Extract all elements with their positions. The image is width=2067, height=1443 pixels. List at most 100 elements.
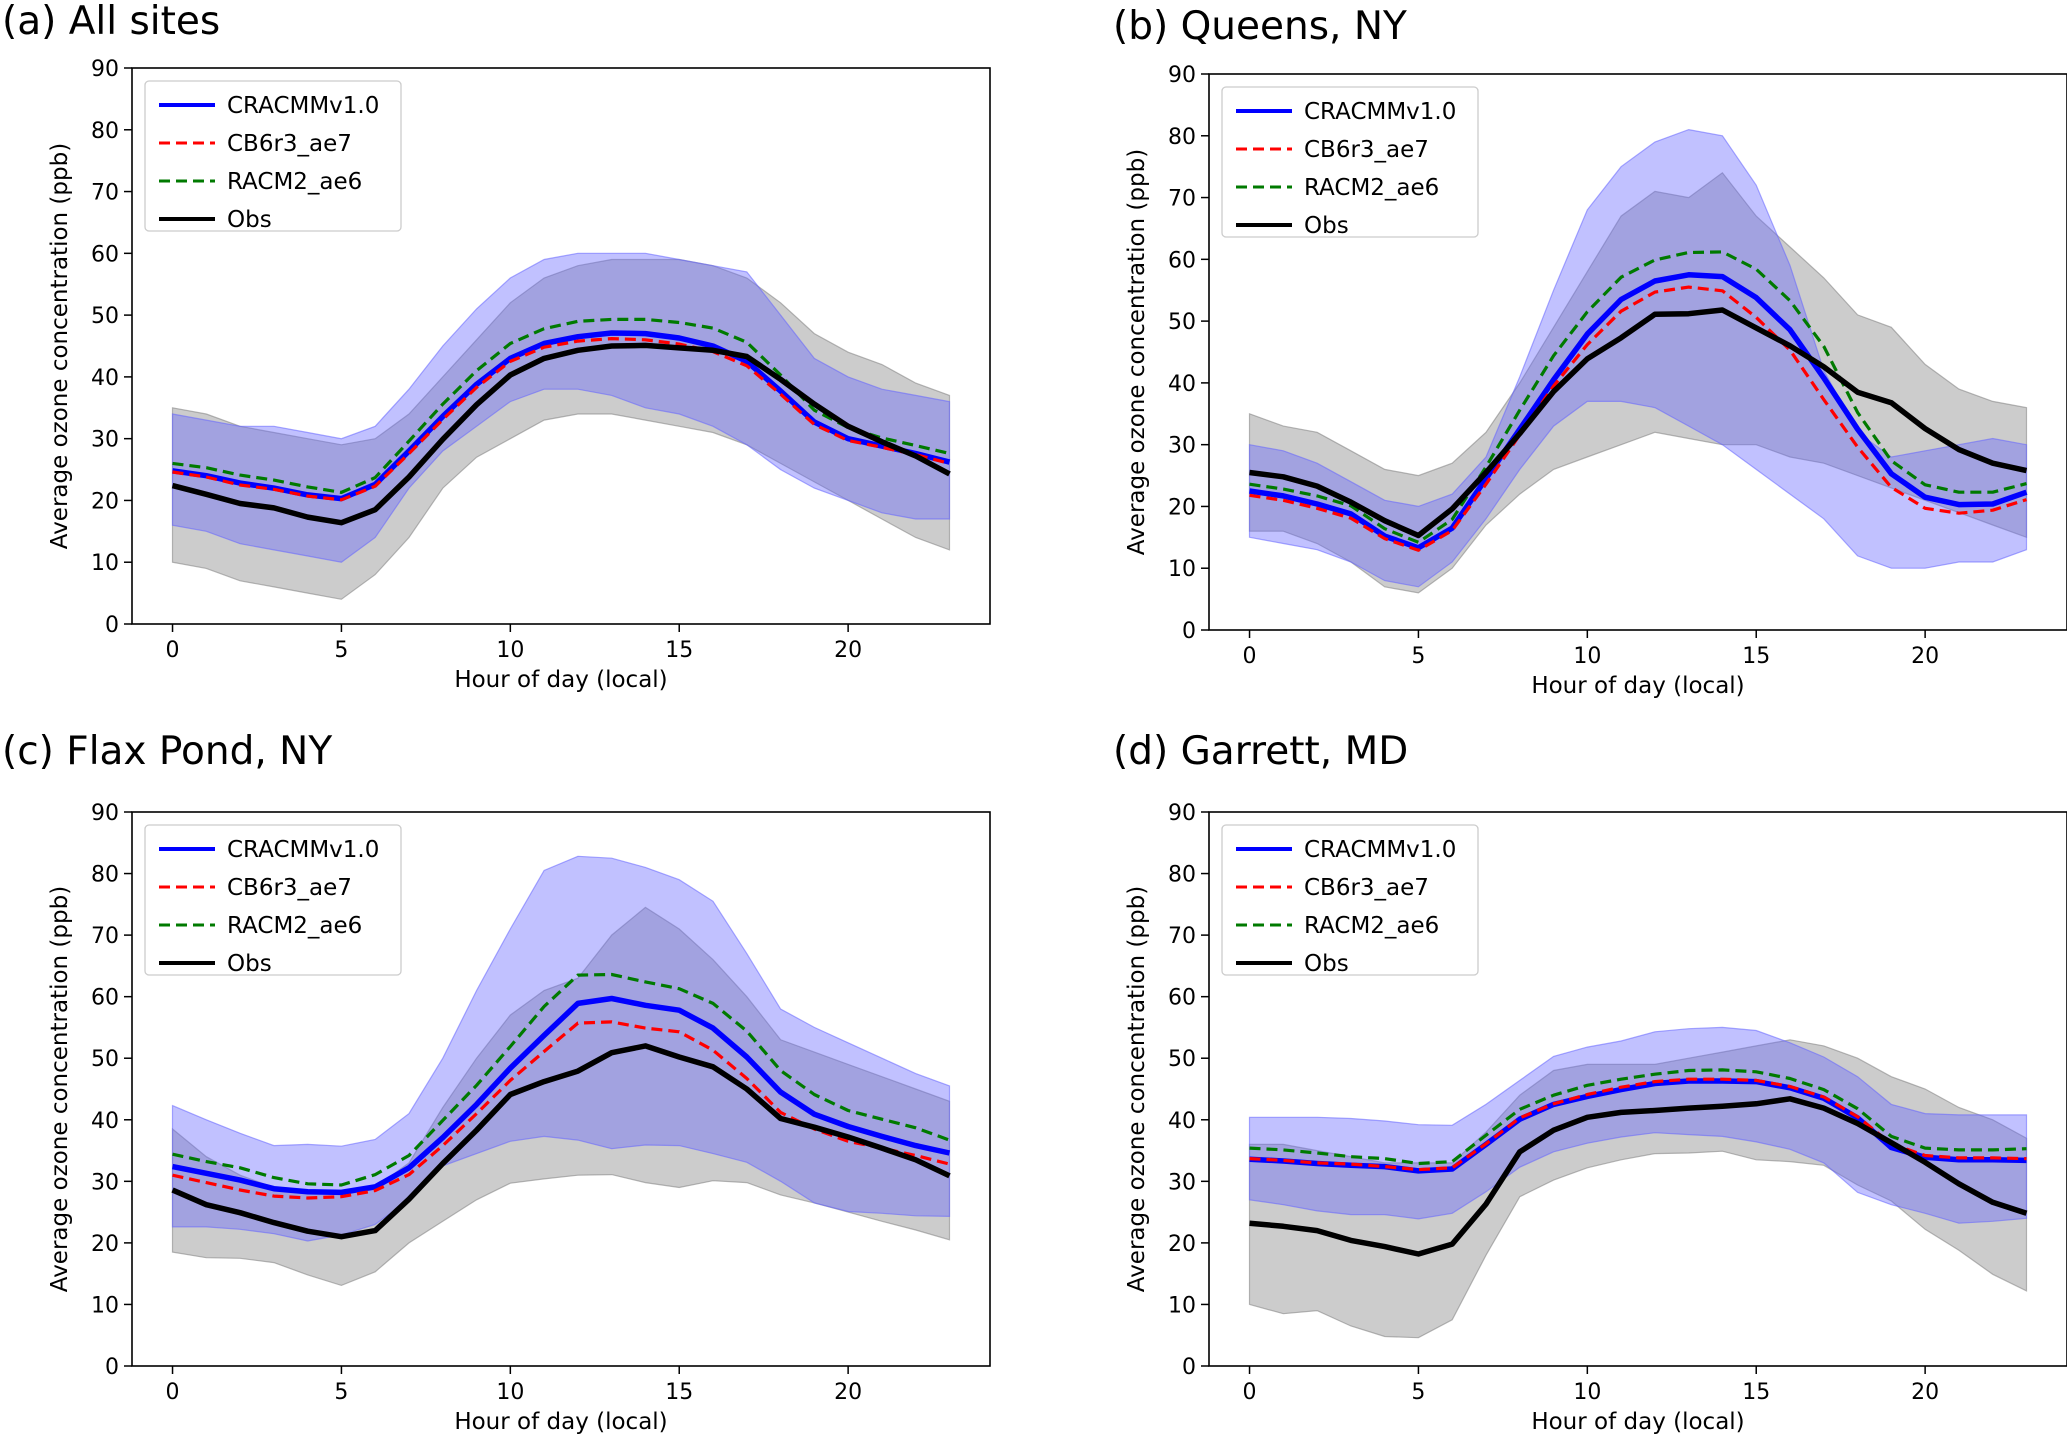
y-axis-label: Average ozone concentration (ppb) xyxy=(47,886,73,1292)
x-axis-label: Hour of day (local) xyxy=(454,667,667,693)
chart-title: (a) All sites xyxy=(2,0,220,44)
panel-1: (b) Queens, NY 0 10 20 30 40 50 60 70 80 90 0 5 10 15 2… xyxy=(1113,4,2067,699)
series-line xyxy=(171,342,951,526)
x-tick-label: 0 xyxy=(1243,644,1257,669)
x-tick-label: 0 xyxy=(166,638,180,663)
x-tick-label: 5 xyxy=(334,1380,348,1405)
y-axis-label: Average ozone concentration (ppb) xyxy=(1124,149,1150,555)
legend-label: CRACMMv1.0 xyxy=(1304,837,1456,863)
series-line xyxy=(1249,307,2028,539)
legend-label: RACM2_ae6 xyxy=(1304,175,1439,201)
plot-area xyxy=(1248,128,2028,594)
plot-area xyxy=(171,252,951,600)
range-band xyxy=(1248,128,2028,588)
series-line xyxy=(172,337,950,502)
legend-box xyxy=(144,824,402,976)
y-tick-label: 10 xyxy=(91,1293,119,1318)
y-tick-label: 70 xyxy=(1168,924,1196,949)
y-tick-label: 0 xyxy=(1182,1355,1196,1380)
chart-title: (d) Garrett, MD xyxy=(1113,729,1408,774)
y-tick-label: 80 xyxy=(1168,125,1196,150)
legend-label: RACM2_ae6 xyxy=(1304,913,1439,939)
y-tick-label: 50 xyxy=(1168,1047,1196,1072)
x-tick-label: 20 xyxy=(1911,1380,1939,1405)
legend-label: CB6r3_ae7 xyxy=(227,875,352,901)
panel-2: (c) Flax Pond, NY 0 10 20 30 40 50 60 70 80 90 0 5 10… xyxy=(2,729,991,1435)
legend-label: RACM2_ae6 xyxy=(227,913,362,939)
x-tick-label: 15 xyxy=(1742,644,1770,669)
legend-label: CB6r3_ae7 xyxy=(227,131,352,157)
axes-frame xyxy=(131,811,991,1367)
y-tick-label: 0 xyxy=(105,1355,119,1380)
legend-label: CRACMMv1.0 xyxy=(227,93,379,119)
x-tick-label: 15 xyxy=(665,638,693,663)
series-line xyxy=(1249,1068,2027,1166)
x-tick-label: 10 xyxy=(1573,644,1601,669)
plot-area xyxy=(171,855,951,1287)
axes-frame xyxy=(1208,811,2067,1367)
x-tick-label: 5 xyxy=(334,638,348,663)
x-tick-label: 10 xyxy=(1573,1380,1601,1405)
x-tick-label: 20 xyxy=(834,638,862,663)
range-band xyxy=(1248,1026,2028,1224)
y-tick-label: 50 xyxy=(1168,310,1196,335)
y-tick-label: 80 xyxy=(1168,863,1196,888)
y-tick-label: 50 xyxy=(91,1047,119,1072)
legend-label: Obs xyxy=(227,951,272,977)
x-axis-label: Hour of day (local) xyxy=(1531,1409,1744,1435)
y-tick-label: 70 xyxy=(1168,187,1196,212)
x-axis-label: Hour of day (local) xyxy=(454,1409,667,1435)
y-tick-label: 40 xyxy=(91,1109,119,1134)
series-line xyxy=(172,1020,950,1200)
y-tick-label: 10 xyxy=(1168,557,1196,582)
legend-box xyxy=(144,80,402,232)
y-tick-label: 60 xyxy=(1168,248,1196,273)
y-tick-label: 20 xyxy=(1168,1232,1196,1257)
series-line xyxy=(1249,250,2027,544)
series-line xyxy=(172,330,951,502)
x-tick-label: 0 xyxy=(166,1380,180,1405)
legend-label: CRACMMv1.0 xyxy=(227,837,379,863)
series-line xyxy=(1249,1096,2028,1257)
legend: CRACMMv1.0 CB6r3_ae7 RACM2_ae6 Obs xyxy=(1221,86,1479,239)
y-tick-label: 80 xyxy=(91,863,119,888)
series-line xyxy=(171,995,951,1196)
legend-box xyxy=(1221,824,1479,976)
y-tick-label: 70 xyxy=(91,924,119,949)
x-tick-label: 0 xyxy=(1243,1380,1257,1405)
x-tick-label: 15 xyxy=(1742,1380,1770,1405)
y-tick-label: 30 xyxy=(1168,434,1196,459)
chart-title: (c) Flax Pond, NY xyxy=(2,729,332,774)
x-tick-label: 10 xyxy=(496,1380,524,1405)
x-tick-label: 5 xyxy=(1411,1380,1425,1405)
y-tick-label: 40 xyxy=(1168,372,1196,397)
panel-0: (a) All sites 0 10 20 30 40 50 60 70 80 90 0 5 10 15 20… xyxy=(2,0,991,693)
x-tick-label: 15 xyxy=(665,1380,693,1405)
legend: CRACMMv1.0 CB6r3_ae7 RACM2_ae6 Obs xyxy=(1221,824,1479,977)
y-axis-label: Average ozone concentration (ppb) xyxy=(47,143,73,549)
y-tick-label: 50 xyxy=(91,304,119,329)
legend-label: CB6r3_ae7 xyxy=(1304,137,1429,163)
x-tick-label: 10 xyxy=(496,638,524,663)
y-tick-label: 40 xyxy=(1168,1109,1196,1134)
legend-box xyxy=(1221,86,1479,238)
y-tick-label: 30 xyxy=(91,428,119,453)
y-tick-label: 10 xyxy=(1168,1293,1196,1318)
y-tick-label: 0 xyxy=(105,613,119,638)
legend-label: Obs xyxy=(1304,951,1349,977)
legend: CRACMMv1.0 CB6r3_ae7 RACM2_ae6 Obs xyxy=(144,824,402,977)
y-tick-label: 80 xyxy=(91,119,119,144)
plot-area xyxy=(1248,1026,2028,1339)
y-tick-label: 60 xyxy=(91,242,119,267)
series-line xyxy=(1249,285,2027,552)
panel-3: (d) Garrett, MD 0 10 20 30 40 50 60 70 80 90 0 5 10 15… xyxy=(1113,729,2067,1435)
y-axis-label: Average ozone concentration (ppb) xyxy=(1124,886,1150,1292)
y-tick-label: 90 xyxy=(1168,801,1196,826)
y-tick-label: 10 xyxy=(91,551,119,576)
y-tick-label: 60 xyxy=(1168,986,1196,1011)
axes-frame xyxy=(1208,73,2067,631)
legend-label: CB6r3_ae7 xyxy=(1304,875,1429,901)
y-tick-label: 70 xyxy=(91,181,119,206)
x-tick-label: 20 xyxy=(1911,644,1939,669)
